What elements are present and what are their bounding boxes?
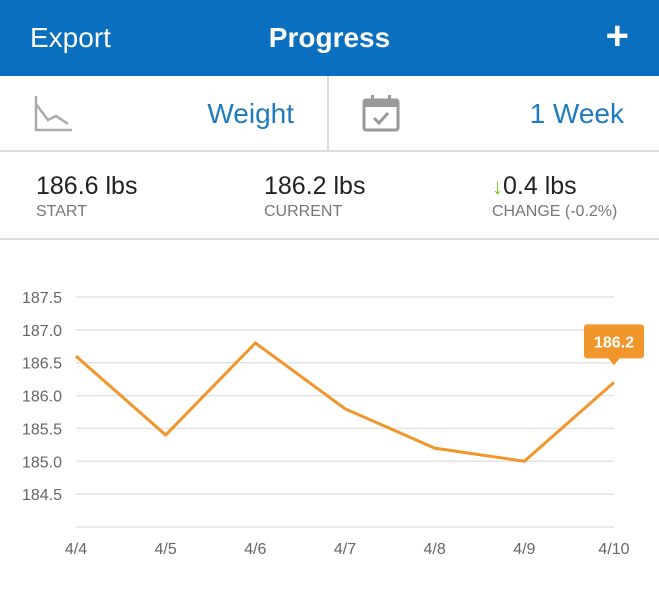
calendar-check-icon [362,95,400,132]
range-label: 1 Week [529,98,624,129]
stat-start: 186.6 lbs START [36,172,137,221]
stats-row: 186.6 lbs START 186.2 lbs CURRENT ↓0.4 l… [0,152,659,240]
selector-row: Weight 1 Week [0,76,659,152]
start-label: START [36,203,87,220]
x-tick-label: 4/6 [244,541,266,558]
metric-selector[interactable]: Weight [0,76,327,152]
x-tick-label: 4/5 [155,541,177,558]
start-value: 186.6 lbs [36,172,138,200]
y-tick-label: 185.5 [22,421,62,438]
callout-value: 186.2 [594,334,634,351]
stat-current: 186.2 lbs CURRENT [264,172,365,221]
y-tick-label: 187.5 [22,290,62,307]
change-value: 0.4 lbs [503,172,577,200]
y-tick-label: 187.0 [22,323,62,340]
callout-pointer [608,357,620,366]
weight-chart: 187.5 187.0 186.5 186.0 185.5 185.0 184.5 4/4 4/… [22,290,644,558]
y-tick-label: 185.0 [22,454,62,471]
plus-icon[interactable]: + [605,14,629,58]
nav-bar: Export Progress + [0,0,659,76]
divider [327,76,329,152]
x-tick-label: 4/4 [65,541,87,558]
x-tick-label: 4/10 [598,541,629,558]
arrow-down-icon: ↓ [492,174,503,199]
x-tick-label: 4/8 [424,541,446,558]
y-tick-label: 186.5 [22,356,62,373]
metric-label: Weight [207,98,294,129]
value-callout [584,324,644,359]
x-tick-label: 4/9 [513,541,535,558]
current-label: CURRENT [264,203,343,220]
x-tick-label: 4/7 [334,541,356,558]
range-selector[interactable]: 1 Week [329,76,659,152]
weight-series-line [75,341,615,463]
current-value: 186.2 lbs [264,172,366,200]
export-button[interactable]: Export [30,22,111,53]
line-chart-icon [34,96,72,132]
stat-change: ↓0.4 lbs CHANGE (-0.2%) [492,172,617,221]
y-tick-label: 186.0 [22,389,62,406]
change-label: CHANGE (-0.2%) [492,203,618,220]
y-tick-label: 184.5 [22,487,62,504]
